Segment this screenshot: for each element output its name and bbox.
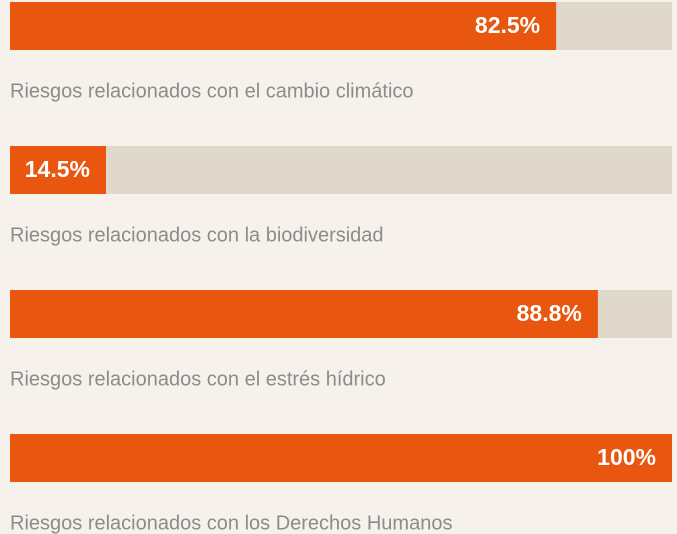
category-label: Riesgos relacionados con el estrés hídri… xyxy=(10,368,386,390)
bar xyxy=(10,434,672,482)
bar xyxy=(10,290,598,338)
category-label: Riesgos relacionados con el cambio climá… xyxy=(10,80,414,102)
value-label: 88.8% xyxy=(517,300,582,326)
value-label: 82.5% xyxy=(475,12,540,38)
value-label: 14.5% xyxy=(25,156,90,182)
bar-track xyxy=(10,146,672,194)
category-label: Riesgos relacionados con los Derechos Hu… xyxy=(10,512,452,534)
bar xyxy=(10,2,557,50)
bar xyxy=(10,146,106,194)
value-label: 100% xyxy=(597,444,656,470)
category-label: Riesgos relacionados con la biodiversida… xyxy=(10,224,384,246)
